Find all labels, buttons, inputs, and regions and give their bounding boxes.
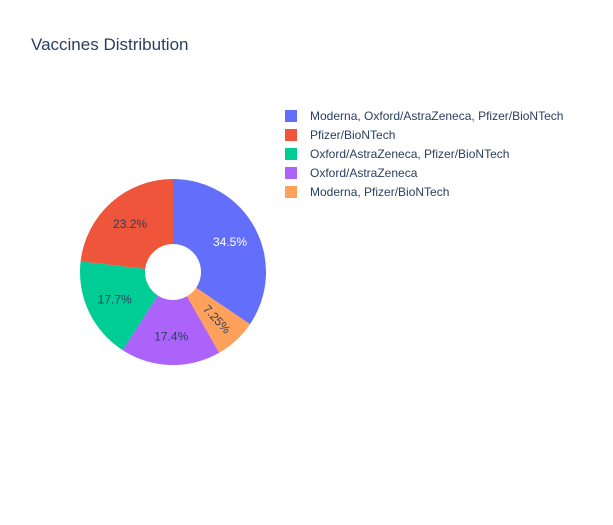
legend-item-1[interactable]: Pfizer/BioNTech bbox=[285, 128, 395, 142]
pie-slice-3[interactable] bbox=[80, 261, 158, 351]
legend-item-3[interactable]: Oxford/AstraZeneca bbox=[285, 166, 418, 180]
pie-slice-4[interactable] bbox=[80, 179, 173, 269]
legend-swatch-4 bbox=[285, 186, 297, 198]
pie-slice-1[interactable] bbox=[186, 287, 250, 353]
slice-label-0: 34.5% bbox=[213, 235, 247, 249]
legend-item-4[interactable]: Moderna, Pfizer/BioNTech bbox=[285, 185, 449, 199]
legend-swatch-2 bbox=[285, 148, 297, 160]
slice-label-3: 17.7% bbox=[98, 293, 132, 307]
legend-label-1: Pfizer/BioNTech bbox=[310, 128, 395, 142]
slice-label-2: 17.4% bbox=[154, 329, 188, 343]
pie-slices bbox=[80, 179, 266, 365]
legend-swatch-0 bbox=[285, 110, 297, 122]
legend-label-4: Moderna, Pfizer/BioNTech bbox=[310, 185, 449, 199]
pie-slice-2[interactable] bbox=[122, 295, 220, 365]
legend-label-0: Moderna, Oxford/AstraZeneca, Pfizer/BioN… bbox=[310, 109, 563, 123]
legend-swatch-3 bbox=[285, 167, 297, 179]
legend-item-2[interactable]: Oxford/AstraZeneca, Pfizer/BioNTech bbox=[285, 147, 509, 161]
pie-slice-0[interactable] bbox=[173, 179, 266, 325]
legend-swatch-1 bbox=[285, 129, 297, 141]
slice-label-4: 23.2% bbox=[113, 217, 147, 231]
legend-label-3: Oxford/AstraZeneca bbox=[310, 166, 418, 180]
chart-title: Vaccines Distribution bbox=[31, 35, 188, 54]
legend-item-0[interactable]: Moderna, Oxford/AstraZeneca, Pfizer/BioN… bbox=[285, 109, 563, 123]
legend-label-2: Oxford/AstraZeneca, Pfizer/BioNTech bbox=[310, 147, 509, 161]
legend[interactable]: Moderna, Oxford/AstraZeneca, Pfizer/BioN… bbox=[285, 109, 563, 199]
